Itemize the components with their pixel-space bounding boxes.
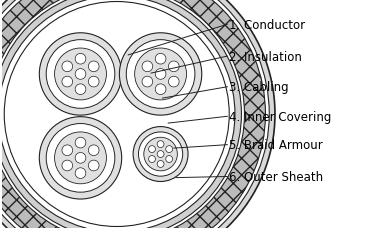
Circle shape xyxy=(88,77,99,87)
Circle shape xyxy=(155,85,166,95)
Circle shape xyxy=(0,0,244,229)
Circle shape xyxy=(142,62,153,72)
Circle shape xyxy=(0,0,266,229)
Circle shape xyxy=(0,0,235,229)
Circle shape xyxy=(135,49,186,101)
Circle shape xyxy=(157,151,164,158)
Text: 4. Inner Covering: 4. Inner Covering xyxy=(229,110,332,123)
Circle shape xyxy=(155,69,166,80)
Circle shape xyxy=(0,0,275,229)
Circle shape xyxy=(126,41,195,109)
Circle shape xyxy=(119,34,202,116)
Circle shape xyxy=(62,77,73,87)
Circle shape xyxy=(144,138,177,171)
Text: 1. Conductor: 1. Conductor xyxy=(229,19,305,32)
Circle shape xyxy=(142,77,153,87)
Circle shape xyxy=(168,62,179,72)
Circle shape xyxy=(75,138,86,148)
Circle shape xyxy=(88,145,99,156)
Circle shape xyxy=(54,132,107,184)
Text: 3. Cabling: 3. Cabling xyxy=(229,81,289,94)
Text: 5. Braid Armour: 5. Braid Armour xyxy=(229,139,323,152)
Circle shape xyxy=(39,117,122,199)
Circle shape xyxy=(4,3,229,226)
Text: 2. Insulation: 2. Insulation xyxy=(229,50,302,63)
Circle shape xyxy=(139,132,183,176)
Circle shape xyxy=(149,146,156,153)
Circle shape xyxy=(62,145,73,156)
Circle shape xyxy=(166,146,173,153)
Circle shape xyxy=(62,161,73,171)
Circle shape xyxy=(157,141,164,148)
Circle shape xyxy=(54,49,107,101)
Circle shape xyxy=(75,85,86,95)
Circle shape xyxy=(133,127,188,182)
Circle shape xyxy=(75,69,86,80)
Circle shape xyxy=(75,153,86,164)
Circle shape xyxy=(0,0,241,229)
Circle shape xyxy=(39,34,122,116)
Circle shape xyxy=(155,54,166,65)
Text: 6. Outer Sheath: 6. Outer Sheath xyxy=(229,170,323,183)
Circle shape xyxy=(62,62,73,72)
Circle shape xyxy=(168,77,179,87)
Circle shape xyxy=(157,161,164,168)
Circle shape xyxy=(0,0,269,229)
Circle shape xyxy=(149,156,156,163)
Circle shape xyxy=(75,54,86,65)
Circle shape xyxy=(46,41,115,109)
Circle shape xyxy=(88,62,99,72)
Circle shape xyxy=(46,124,115,192)
Circle shape xyxy=(88,161,99,171)
Circle shape xyxy=(75,168,86,179)
Circle shape xyxy=(166,156,173,163)
